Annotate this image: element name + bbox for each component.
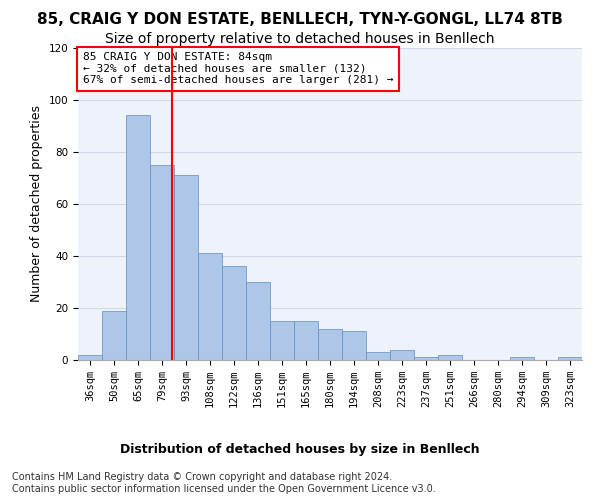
Y-axis label: Number of detached properties: Number of detached properties bbox=[30, 106, 43, 302]
Text: 85, CRAIG Y DON ESTATE, BENLLECH, TYN-Y-GONGL, LL74 8TB: 85, CRAIG Y DON ESTATE, BENLLECH, TYN-Y-… bbox=[37, 12, 563, 28]
Bar bbox=[150, 164, 174, 360]
Bar bbox=[222, 266, 246, 360]
Bar bbox=[414, 358, 438, 360]
Bar bbox=[198, 253, 222, 360]
Bar bbox=[78, 355, 102, 360]
Bar bbox=[438, 355, 462, 360]
Text: Size of property relative to detached houses in Benllech: Size of property relative to detached ho… bbox=[105, 32, 495, 46]
Bar bbox=[318, 329, 342, 360]
Bar bbox=[342, 332, 366, 360]
Bar bbox=[294, 321, 318, 360]
Text: Distribution of detached houses by size in Benllech: Distribution of detached houses by size … bbox=[120, 442, 480, 456]
Text: Contains HM Land Registry data © Crown copyright and database right 2024.
Contai: Contains HM Land Registry data © Crown c… bbox=[12, 472, 436, 494]
Bar bbox=[270, 321, 294, 360]
Bar bbox=[558, 358, 582, 360]
Bar bbox=[390, 350, 414, 360]
Bar bbox=[102, 310, 126, 360]
Bar bbox=[174, 175, 198, 360]
Bar bbox=[510, 358, 534, 360]
Bar bbox=[246, 282, 270, 360]
Text: 85 CRAIG Y DON ESTATE: 84sqm
← 32% of detached houses are smaller (132)
67% of s: 85 CRAIG Y DON ESTATE: 84sqm ← 32% of de… bbox=[83, 52, 394, 86]
Bar bbox=[126, 115, 150, 360]
Bar bbox=[366, 352, 390, 360]
